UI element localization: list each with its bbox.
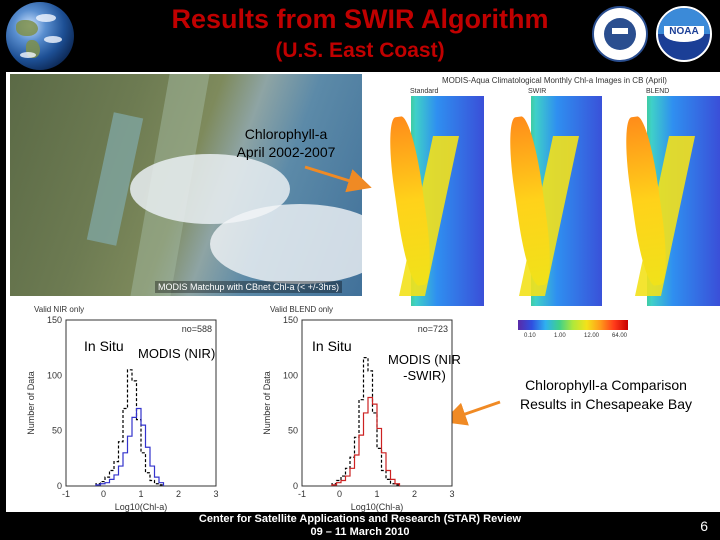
y-tick-label: 150: [47, 315, 62, 325]
x-axis-label: Log10(Chl-a): [351, 502, 404, 512]
hist1-modis-label: MODIS (NIR): [138, 346, 216, 361]
plot-frame: [301, 319, 453, 487]
modis-histogram: [95, 407, 165, 486]
y-tick-label: 0: [293, 481, 298, 491]
arrow-to-maps: [304, 165, 372, 193]
x-tick-label: -1: [62, 489, 70, 499]
count-label: no=723: [418, 324, 448, 334]
slide-subtitle: (U.S. East Coast): [275, 39, 445, 62]
chlorophyll-label: Chlorophyll-a April 2002-2007: [236, 126, 336, 160]
footer-line2: 09 – 11 March 2010: [310, 526, 410, 538]
x-tick-label: 2: [176, 489, 181, 499]
slide-title: Results from SWIR Algorithm: [171, 4, 549, 34]
hist2-title: Valid BLEND only: [270, 305, 333, 314]
y-tick-label: 50: [288, 426, 298, 436]
plot-frame: [65, 319, 217, 487]
earth-globe-image: [6, 2, 74, 70]
hist1-in-situ-label: In Situ: [84, 338, 124, 354]
y-tick-label: 100: [47, 370, 62, 380]
x-tick-label: 2: [412, 489, 417, 499]
map-label-standard: Standard: [410, 88, 439, 95]
y-tick-label: 100: [283, 370, 298, 380]
x-tick-label: 1: [138, 489, 143, 499]
modis-histogram: [331, 396, 401, 486]
y-tick-label: 50: [52, 426, 62, 436]
map-label-blend: BLEND: [646, 88, 670, 95]
arrow-comparison: [442, 400, 501, 426]
chl-map-blend: [602, 96, 720, 306]
y-axis-label: Number of Data: [26, 371, 36, 435]
x-tick-label: 1: [374, 489, 379, 499]
maps-panel-title: MODIS-Aqua Climatological Monthly Chl-a …: [442, 76, 667, 85]
modis-true-color-image: [10, 74, 375, 296]
y-tick-label: 150: [283, 315, 298, 325]
footer-bar: Center for Satellite Applications and Re…: [0, 512, 720, 540]
y-tick-label: 0: [57, 481, 62, 491]
noaa-logo: NOAA: [656, 6, 712, 62]
comparison-caption: Chlorophyll-a Comparison Results in Ches…: [520, 377, 692, 412]
hist2-modis-label: MODIS (NIR -SWIR): [388, 352, 461, 383]
x-tick-label: 0: [101, 489, 106, 499]
chl-map-standard: [366, 96, 484, 306]
footer-line1: Center for Satellite Applications and Re…: [198, 513, 522, 525]
in-situ-histogram: [331, 357, 401, 486]
y-axis-label: Number of Data: [262, 371, 272, 435]
x-tick-label: 3: [213, 489, 218, 499]
chl-colorbar: [518, 320, 628, 330]
header-bar: Results from SWIR Algorithm (U.S. East C…: [0, 0, 720, 72]
chl-map-swir: [486, 96, 604, 306]
page-number: 6: [700, 518, 708, 534]
nesdis-logo: [592, 6, 648, 62]
hist2-in-situ-label: In Situ: [312, 338, 352, 354]
chl-maps-panel: MODIS-Aqua Climatological Monthly Chl-a …: [362, 74, 720, 321]
count-label: no=588: [182, 324, 212, 334]
x-tick-label: -1: [298, 489, 306, 499]
x-tick-label: 0: [337, 489, 342, 499]
x-tick-label: 3: [449, 489, 454, 499]
x-axis-label: Log10(Chl-a): [115, 502, 168, 512]
hist1-title: Valid NIR only: [34, 305, 85, 314]
left-edge-bar: [0, 72, 6, 512]
map-label-swir: SWIR: [528, 88, 547, 95]
matchup-caption: MODIS Matchup with CBnet Chl-a (< +/-3hr…: [155, 281, 343, 293]
